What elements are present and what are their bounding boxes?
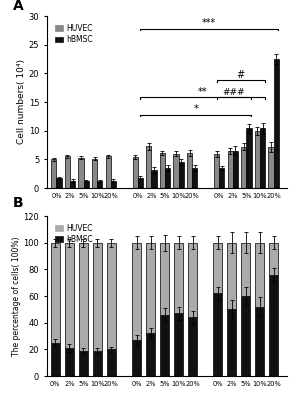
- X-axis label: Concentrations of CGF: Concentrations of CGF: [105, 230, 229, 240]
- Bar: [79, 351, 88, 376]
- Text: Day1: Day1: [72, 216, 95, 224]
- Bar: [132, 340, 141, 376]
- Bar: [133, 157, 138, 188]
- Bar: [187, 153, 192, 188]
- Bar: [173, 154, 178, 188]
- Bar: [274, 59, 279, 188]
- Bar: [107, 243, 116, 349]
- Bar: [241, 147, 246, 188]
- Bar: [160, 315, 169, 376]
- Bar: [92, 159, 97, 188]
- Bar: [65, 243, 74, 348]
- Bar: [65, 156, 70, 188]
- Bar: [260, 128, 265, 188]
- Bar: [70, 180, 75, 188]
- Bar: [188, 317, 197, 376]
- Bar: [174, 313, 183, 376]
- Bar: [78, 158, 84, 188]
- Bar: [151, 170, 156, 188]
- Bar: [213, 243, 222, 293]
- Bar: [233, 151, 238, 188]
- Text: B: B: [13, 196, 24, 210]
- Bar: [146, 333, 155, 376]
- Bar: [227, 243, 236, 309]
- Bar: [146, 243, 155, 333]
- Bar: [214, 154, 219, 188]
- Text: Day4: Day4: [153, 216, 177, 224]
- Bar: [269, 275, 278, 376]
- Bar: [84, 181, 89, 188]
- Bar: [93, 351, 102, 376]
- Bar: [93, 243, 102, 351]
- Bar: [219, 168, 224, 188]
- Bar: [97, 181, 102, 188]
- Bar: [188, 243, 197, 317]
- Text: Day7: Day7: [235, 216, 258, 224]
- Bar: [56, 178, 62, 188]
- Text: **: **: [198, 87, 207, 97]
- Text: #: #: [236, 70, 245, 80]
- Bar: [241, 243, 250, 296]
- Bar: [132, 243, 141, 340]
- Bar: [192, 168, 197, 188]
- Bar: [111, 180, 116, 188]
- Bar: [228, 151, 233, 188]
- Text: ***: ***: [202, 18, 217, 28]
- Bar: [51, 243, 60, 343]
- Text: *: *: [193, 104, 198, 114]
- Bar: [51, 159, 56, 188]
- Bar: [160, 153, 165, 188]
- Legend: HUVEC, hBMSC: HUVEC, hBMSC: [53, 222, 95, 246]
- Bar: [268, 147, 274, 188]
- Bar: [269, 243, 278, 275]
- Bar: [107, 349, 116, 376]
- Legend: HUVEC, hBMSC: HUVEC, hBMSC: [53, 22, 95, 46]
- Bar: [178, 162, 184, 188]
- Text: A: A: [13, 0, 24, 12]
- Bar: [160, 243, 169, 315]
- Bar: [146, 146, 151, 188]
- Bar: [79, 243, 88, 351]
- Bar: [246, 128, 252, 188]
- Text: ###: ###: [223, 88, 245, 97]
- Bar: [138, 178, 143, 188]
- Bar: [255, 307, 264, 376]
- Bar: [213, 293, 222, 376]
- Y-axis label: The percentage of cells( 100%): The percentage of cells( 100%): [12, 236, 21, 356]
- Y-axis label: Cell numbers( 10⁴): Cell numbers( 10⁴): [17, 60, 26, 144]
- Bar: [241, 296, 250, 376]
- Bar: [227, 309, 236, 376]
- Bar: [165, 168, 170, 188]
- Bar: [255, 243, 264, 307]
- Bar: [105, 156, 111, 188]
- Bar: [255, 131, 260, 188]
- Bar: [51, 343, 60, 376]
- Bar: [65, 348, 74, 376]
- Bar: [174, 243, 183, 313]
